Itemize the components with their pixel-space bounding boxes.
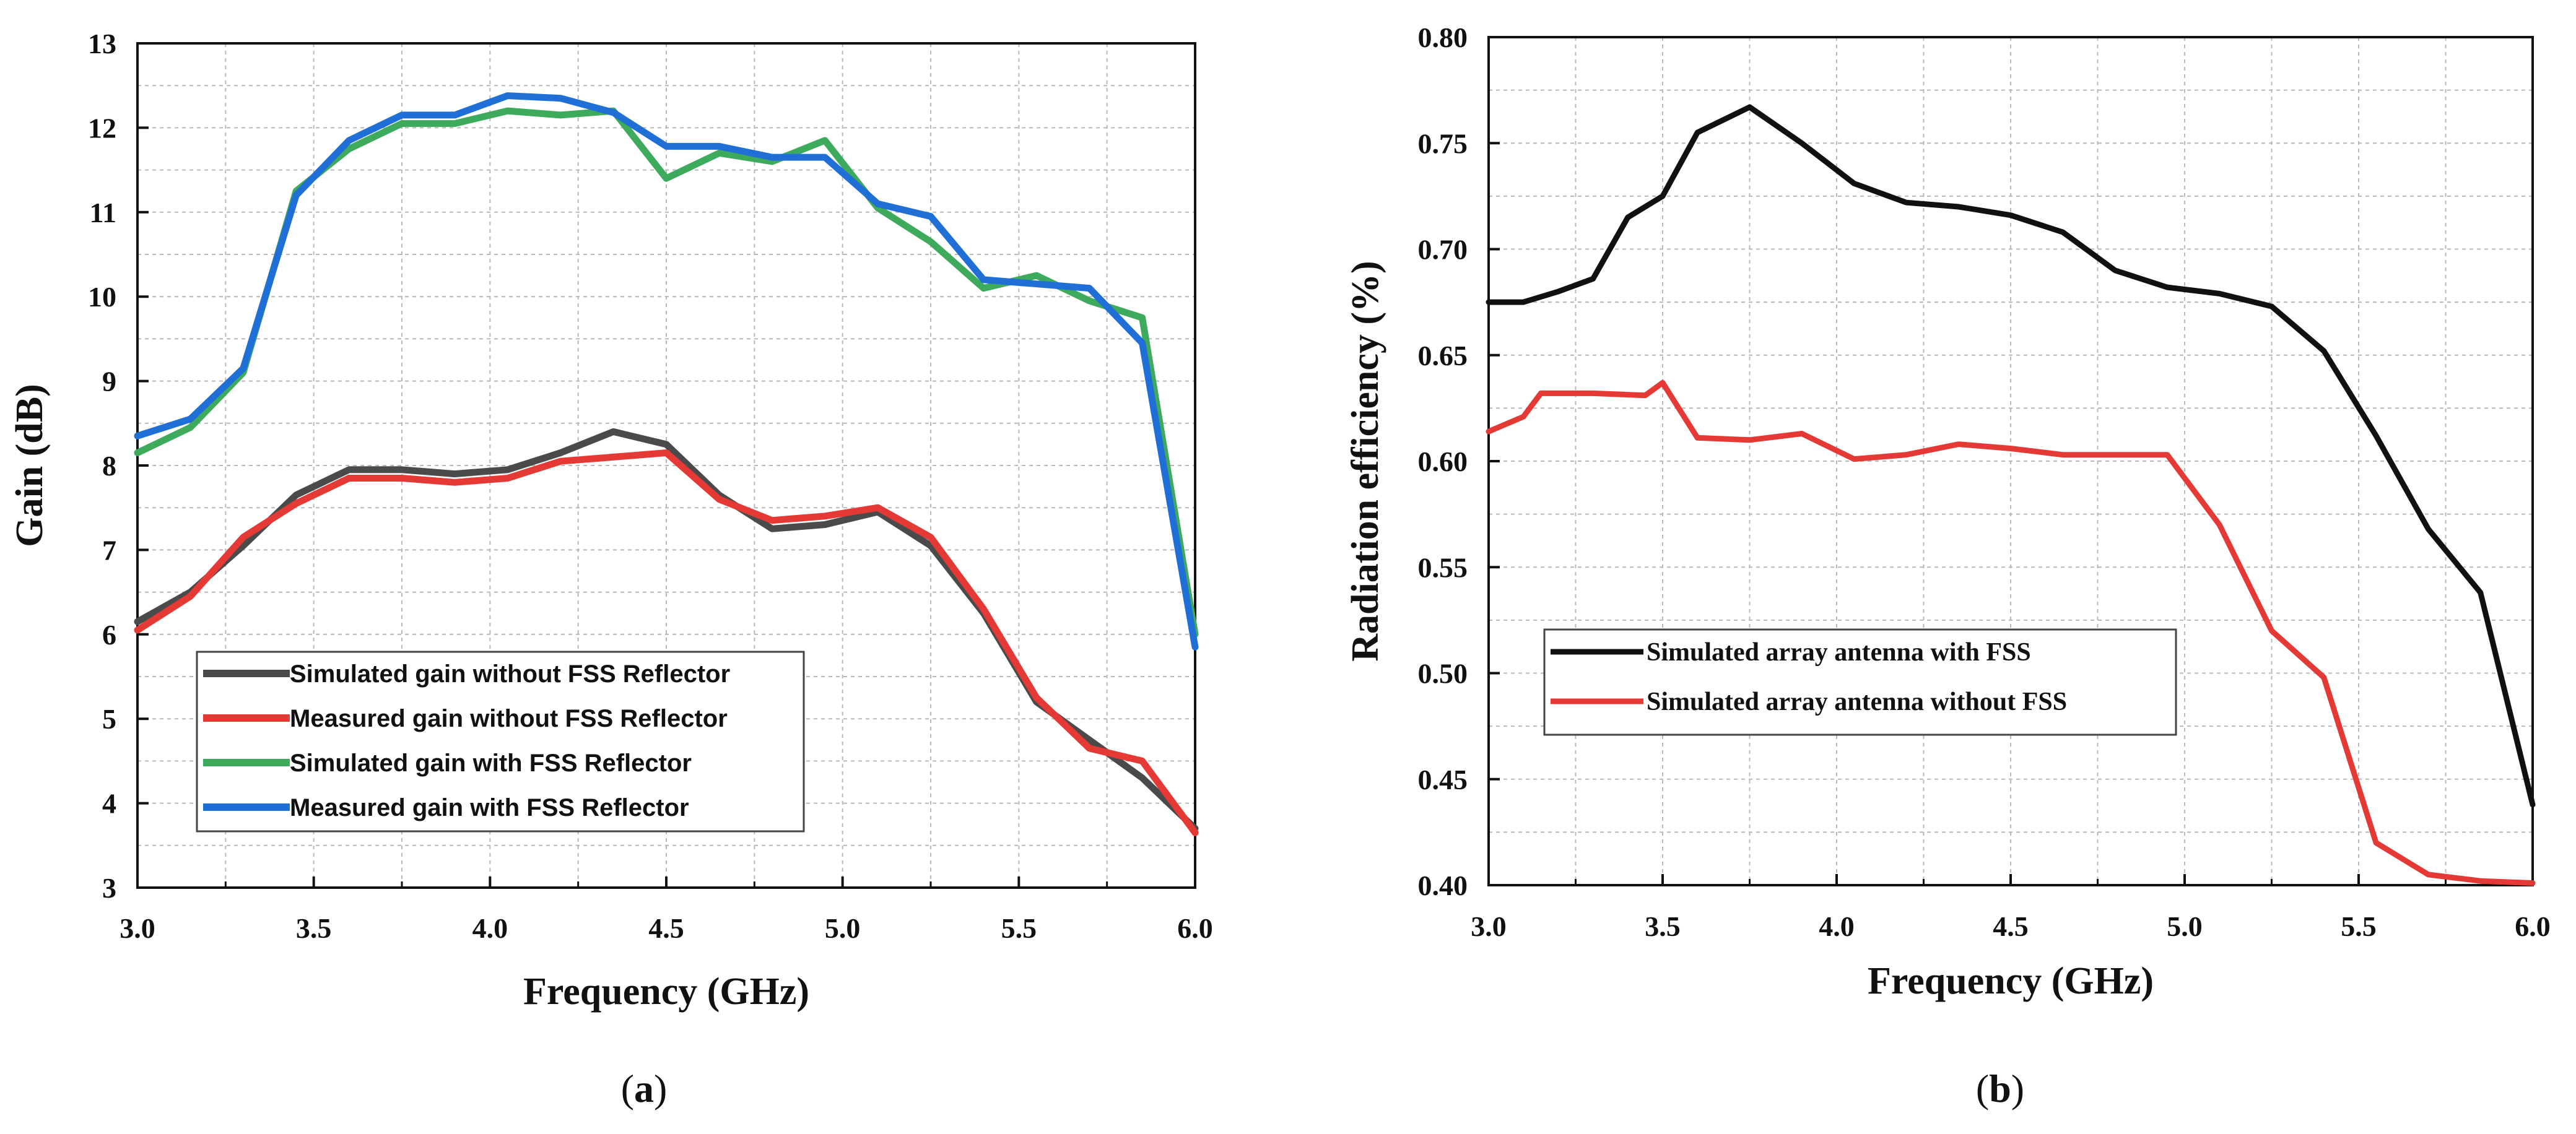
- chart-b: 3.0 3.5 4.0 4.5 5.0 5.5 6.0 0.40 0.45 0.50 0.55 0.6…: [1344, 22, 2551, 1110]
- y-axis-title: Radiation efficiency (%): [1344, 261, 1386, 661]
- y-tick-label: 10: [88, 281, 116, 313]
- series-line-2: [134, 449, 1199, 836]
- y-tick-label: 5: [102, 703, 116, 735]
- y-tick-label: 0.40: [1418, 870, 1468, 901]
- panel-label: (b): [1976, 1067, 2024, 1110]
- y-tick-label: 3: [102, 872, 116, 904]
- panel-label: (a): [621, 1067, 668, 1110]
- x-tick-label: 4.0: [472, 912, 508, 944]
- grid: [1488, 37, 2533, 886]
- x-tick-label: 5.0: [825, 912, 861, 944]
- chart-a: 3.0 3.5 4.0 4.5 5.0 5.5 6.0 3 4 5 6 7 8 9 10 11 12 13 Freq…: [9, 28, 1213, 1110]
- legend-label: Simulated gain with FSS Reflector: [290, 750, 692, 777]
- x-tick-label: 6.0: [1177, 912, 1213, 944]
- y-axis-title: Gain (dB): [9, 384, 51, 547]
- series-line-4: [134, 92, 1199, 651]
- x-tick-label: 6.0: [2515, 911, 2551, 942]
- y-tick-label: 0.50: [1418, 658, 1468, 690]
- legend-box: [1543, 628, 2177, 736]
- y-tick-label: 8: [102, 450, 116, 482]
- legend: Simulated array antenna with FSS Simulate…: [1543, 628, 2177, 736]
- y-tick-label: 0.70: [1418, 234, 1468, 266]
- x-tick-label: 4.0: [1819, 911, 1855, 942]
- x-tick-label: 4.5: [1993, 911, 2029, 942]
- y-tick-label: 4: [102, 788, 116, 820]
- series-line-2: [1486, 379, 2536, 886]
- x-tick-label: 5.5: [2341, 911, 2377, 942]
- x-tick-label: 3.5: [1645, 911, 1681, 942]
- legend-label: Measured gain without FSS Reflector: [290, 705, 728, 732]
- series-line-1: [1486, 104, 2536, 808]
- x-tick-label: 3.0: [1471, 911, 1507, 942]
- y-tick-label: 0.60: [1418, 446, 1468, 477]
- y-tick-label: 12: [88, 112, 116, 144]
- x-tick-label: 4.5: [648, 912, 684, 944]
- legend-label: Simulated array antenna without FSS: [1647, 688, 2067, 716]
- x-tick-label: 3.5: [296, 912, 332, 944]
- x-tick-label: 3.0: [120, 912, 155, 944]
- y-tick-label: 0.75: [1418, 128, 1468, 159]
- y-tick-label: 0.55: [1418, 552, 1468, 583]
- legend: Simulated gain without FSS Reflector Meas…: [196, 651, 805, 833]
- y-tick-label: 6: [102, 619, 116, 651]
- y-tick-label: 0.80: [1418, 22, 1468, 53]
- x-tick-label: 5.0: [2167, 911, 2203, 942]
- legend-label: Measured gain with FSS Reflector: [290, 794, 689, 821]
- y-tick-label: 0.65: [1418, 340, 1468, 371]
- y-tick-label: 11: [90, 197, 116, 228]
- legend-label: Simulated gain without FSS Reflector: [290, 660, 730, 688]
- legend-box: [196, 651, 805, 833]
- legend-label: Simulated array antenna with FSS: [1647, 638, 2031, 667]
- y-tick-label: 13: [88, 28, 116, 59]
- y-tick-label: 9: [102, 366, 116, 397]
- y-tick-label: 7: [102, 534, 116, 566]
- x-axis-title: Frequency (GHz): [523, 971, 809, 1013]
- x-axis-title: Frequency (GHz): [1868, 960, 2154, 1002]
- x-tick-label: 5.5: [1001, 912, 1037, 944]
- y-tick-label: 0.45: [1418, 764, 1468, 795]
